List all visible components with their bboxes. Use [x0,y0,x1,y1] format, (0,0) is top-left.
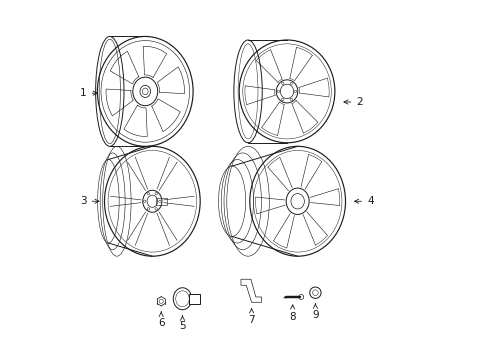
Ellipse shape [173,288,191,310]
Text: 7: 7 [248,309,254,325]
Text: 3: 3 [80,196,99,206]
Text: 1: 1 [80,88,97,98]
Text: 8: 8 [289,305,295,322]
Text: 4: 4 [354,196,373,206]
Bar [156,198,166,204]
Text: 5: 5 [179,315,185,331]
Text: 2: 2 [343,97,362,107]
Text: 9: 9 [311,304,318,320]
FancyBboxPatch shape [189,294,200,304]
Text: 6: 6 [158,312,164,328]
